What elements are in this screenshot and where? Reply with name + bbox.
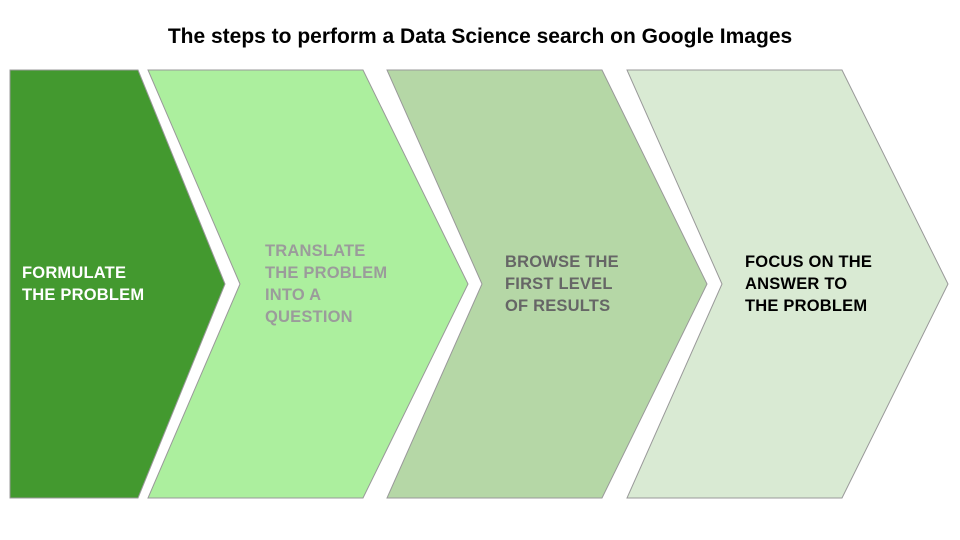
step-4-focus-shape bbox=[626, 69, 949, 499]
step-1-formulate-shape bbox=[9, 69, 226, 499]
step-3-browse-shape bbox=[386, 69, 708, 499]
diagram-title: The steps to perform a Data Science sear… bbox=[167, 25, 793, 48]
step-3-label: BROWSE THE FIRST LEVEL OF RESULTS bbox=[505, 253, 619, 315]
step-2-label: TRANSLATE THE PROBLEM INTO A QUESTION bbox=[265, 242, 388, 326]
step-4-label: FOCUS ON THE ANSWER TO THE PROBLEM bbox=[745, 253, 873, 315]
step-1-label: FORMULATE THE PROBLEM bbox=[22, 264, 145, 304]
step-2-translate-shape bbox=[147, 69, 469, 499]
